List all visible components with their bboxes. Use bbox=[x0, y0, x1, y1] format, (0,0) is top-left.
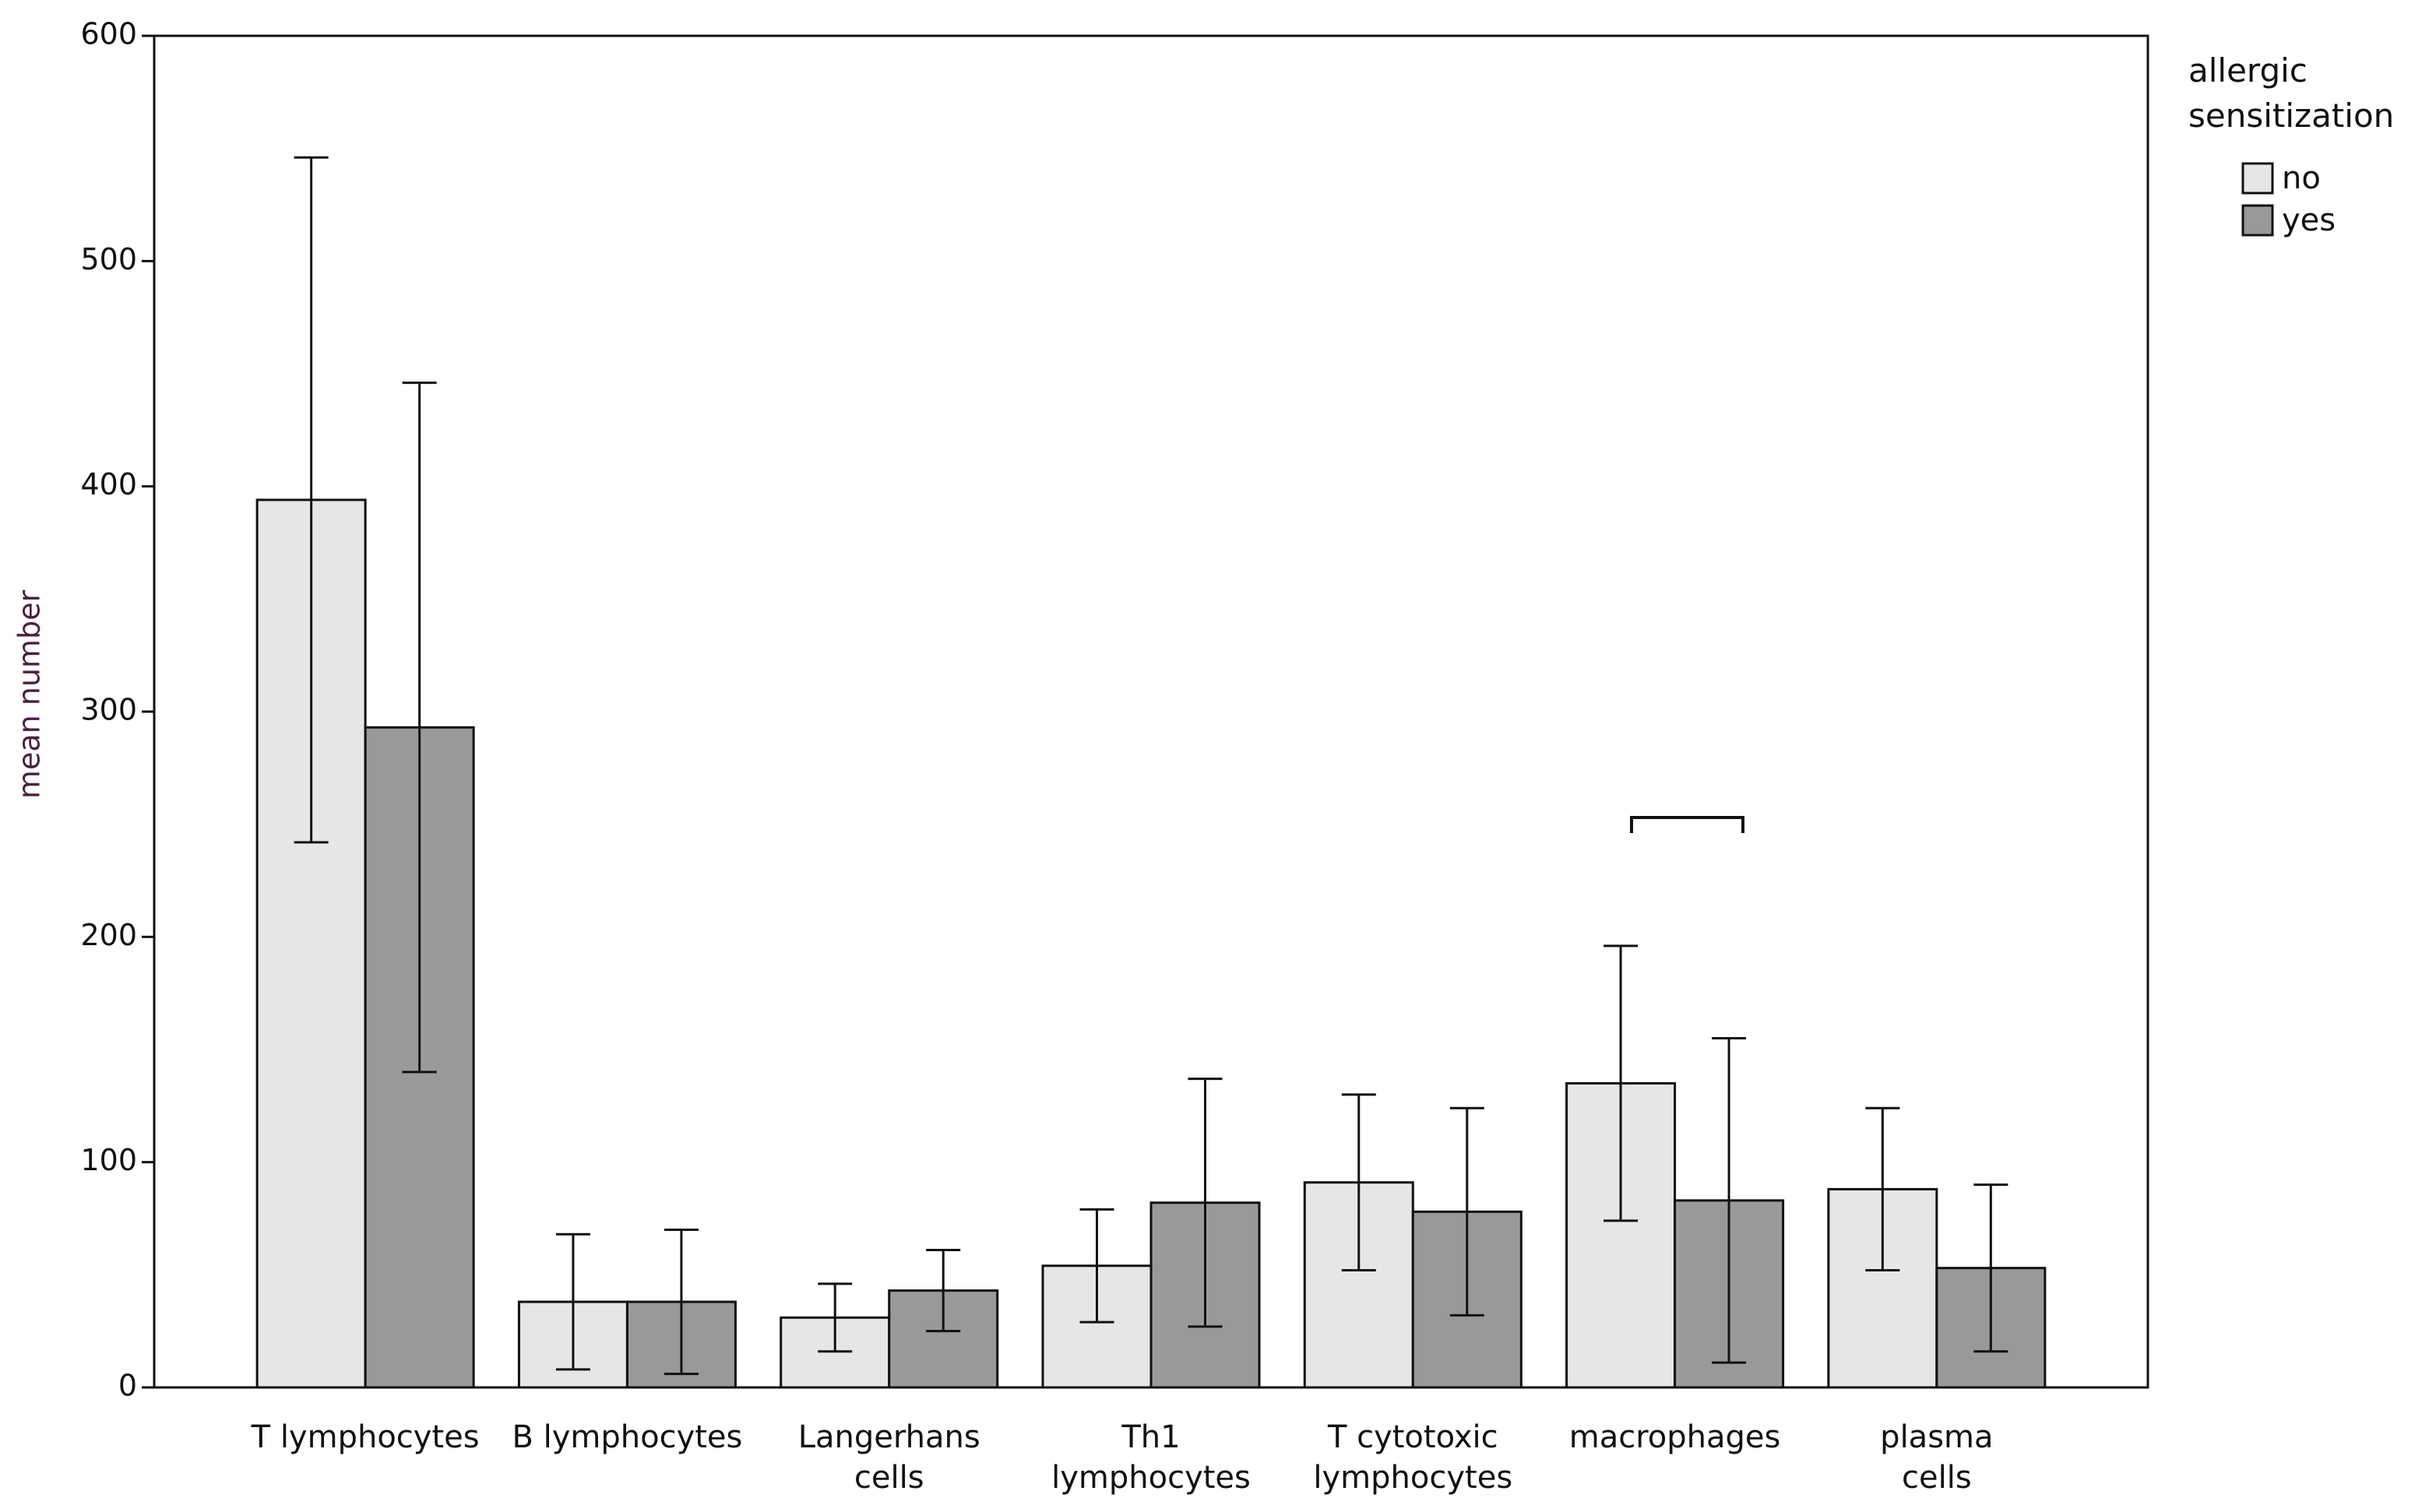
error-bar bbox=[294, 156, 329, 844]
y-tick-label: 600 bbox=[80, 17, 137, 51]
error-bar bbox=[1712, 1037, 1747, 1364]
error-bar bbox=[1079, 1208, 1114, 1324]
significance-bracket bbox=[1630, 816, 1744, 833]
legend-swatch bbox=[2241, 162, 2274, 195]
y-tick-label: 400 bbox=[80, 467, 137, 501]
x-tick-label: macrophages bbox=[1568, 1419, 1781, 1455]
error-bar bbox=[1973, 1183, 2008, 1353]
x-tick-label: plasma cells bbox=[1880, 1419, 1994, 1496]
y-tick-label: 100 bbox=[80, 1143, 137, 1177]
x-tick-label: B lymphocytes bbox=[512, 1419, 743, 1455]
y-tick-label: 500 bbox=[80, 242, 137, 276]
x-tick-label: T lymphocytes bbox=[251, 1419, 480, 1455]
legend-label: no bbox=[2282, 160, 2321, 196]
legend-swatch bbox=[2241, 204, 2274, 237]
error-bar bbox=[1604, 944, 1639, 1222]
error-bar bbox=[1341, 1093, 1376, 1272]
error-bar bbox=[555, 1232, 590, 1371]
error-bar bbox=[1449, 1106, 1484, 1317]
error-bar bbox=[402, 382, 437, 1074]
x-tick-label: Th1 lymphocytes bbox=[1051, 1419, 1251, 1496]
y-axis-title: mean number bbox=[12, 590, 47, 800]
error-bar bbox=[818, 1282, 853, 1353]
y-tick-label: 300 bbox=[80, 693, 137, 727]
legend-title: allergic sensitization bbox=[2188, 51, 2395, 135]
y-tick-label: 200 bbox=[80, 918, 137, 952]
legend-label: yes bbox=[2282, 202, 2336, 238]
y-tick-label: 0 bbox=[118, 1369, 137, 1403]
error-bar bbox=[664, 1228, 699, 1376]
error-bar bbox=[1188, 1078, 1223, 1328]
error-bar bbox=[926, 1249, 961, 1333]
error-bar bbox=[1865, 1106, 1900, 1272]
x-tick-label: Langerhans cells bbox=[797, 1419, 980, 1496]
x-tick-label: T cytotoxic lymphocytes bbox=[1313, 1419, 1513, 1496]
